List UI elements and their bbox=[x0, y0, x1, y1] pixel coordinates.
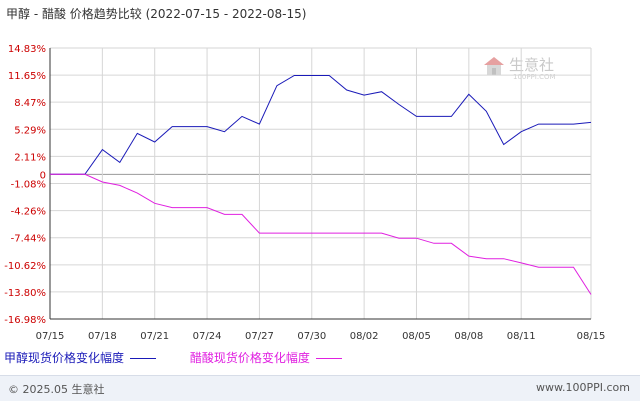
x-axis: 07/15 07/18 07/21 07/24 07/27 07/30 08/02 08/05… bbox=[36, 331, 606, 340]
y-tick-label: -7.44% bbox=[11, 234, 46, 245]
y-tick-label: 5.29% bbox=[14, 125, 46, 136]
x-tick-label: 07/30 bbox=[297, 331, 326, 340]
y-axis: 14.83% 11.65% 8.47% 5.29% 2.11% 0-1.08% -4.26%… bbox=[4, 44, 46, 326]
y-tick-label: 11.65% bbox=[8, 71, 46, 82]
y-tick-label: 2.11% bbox=[14, 152, 46, 163]
x-tick-label: 07/27 bbox=[245, 331, 274, 340]
legend-swatch-acetic-acid bbox=[315, 358, 342, 359]
watermark-url: 100PPI.COM bbox=[513, 73, 556, 81]
y-tick-label: -16.98% bbox=[4, 315, 46, 326]
x-tick-label: 07/15 bbox=[36, 331, 65, 340]
series-lines bbox=[50, 75, 592, 295]
legend-label-methanol: 甲醇现货价格变化幅度 bbox=[4, 351, 125, 365]
series-line-acetic-acid bbox=[50, 173, 592, 295]
y-tick-label: 8.47% bbox=[14, 98, 46, 109]
x-tick-label: 08/05 bbox=[402, 331, 431, 340]
site-link[interactable]: www.100PPI.com bbox=[536, 381, 630, 394]
footer: © 2025.05 生意社 www.100PPI.com bbox=[0, 375, 640, 401]
series-line-methanol bbox=[50, 75, 592, 175]
legend-item-acetic-acid: 醋酸现货价格变化幅度 bbox=[190, 349, 342, 366]
y-tick-label: -4.26% bbox=[11, 207, 46, 218]
x-tick-label: 08/02 bbox=[350, 331, 379, 340]
legend-item-methanol: 甲醇现货价格变化幅度 bbox=[4, 349, 157, 366]
title-text: 甲醇 - 醋酸 价格趋势比较 bbox=[6, 7, 142, 21]
house-logo-icon bbox=[484, 56, 504, 75]
x-tick-label: 08/08 bbox=[454, 331, 483, 340]
x-tick-label: 08/15 bbox=[577, 331, 606, 340]
legend-swatch-methanol bbox=[130, 358, 157, 359]
y-tick-label: -13.80% bbox=[4, 288, 46, 299]
x-tick-label: 07/24 bbox=[193, 331, 222, 340]
x-tick-label: 07/18 bbox=[88, 331, 117, 340]
legend-label-acetic-acid: 醋酸现货价格变化幅度 bbox=[189, 351, 310, 365]
y-tick-label: 0 bbox=[40, 170, 46, 181]
x-tick-label: 08/11 bbox=[507, 331, 536, 340]
y-tick-label: -10.62% bbox=[4, 261, 46, 272]
price-trend-chart: 14.83% 11.65% 8.47% 5.29% 2.11% 0-1.08% -4.26%… bbox=[4, 44, 606, 340]
grid bbox=[49, 47, 592, 320]
date-range: (2022-07-15 - 2022-08-15) bbox=[145, 7, 307, 21]
copyright-text: © 2025.05 生意社 bbox=[8, 383, 105, 396]
x-tick-label: 07/21 bbox=[140, 331, 169, 340]
y-tick-label: 14.83% bbox=[8, 44, 46, 55]
chart-title: 甲醇 - 醋酸 价格趋势比较 (2022-07-15 - 2022-08-15) bbox=[6, 5, 306, 22]
legend: 甲醇现货价格变化幅度 醋酸现货价格变化幅度 bbox=[4, 349, 372, 366]
watermark: 生意社 100PPI.COM bbox=[483, 54, 556, 81]
watermark-name: 生意社 bbox=[509, 56, 555, 74]
y-tick-label: -1.08% bbox=[11, 180, 46, 191]
